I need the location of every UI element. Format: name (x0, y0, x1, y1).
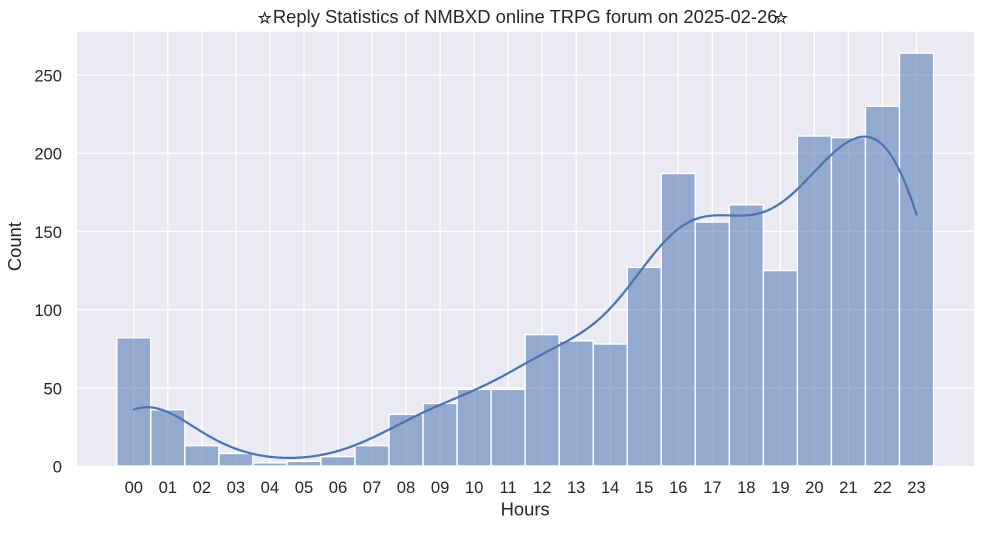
svg-text:17: 17 (703, 478, 721, 497)
svg-text:50: 50 (44, 379, 62, 398)
svg-text:150: 150 (34, 223, 62, 242)
svg-text:19: 19 (771, 478, 789, 497)
svg-text:15: 15 (635, 478, 653, 497)
svg-text:16: 16 (669, 478, 687, 497)
svg-text:03: 03 (227, 478, 245, 497)
svg-text:14: 14 (601, 478, 619, 497)
svg-text:01: 01 (159, 478, 177, 497)
svg-text:04: 04 (261, 478, 279, 497)
svg-text:23: 23 (907, 478, 925, 497)
svg-text:Hours: Hours (501, 499, 550, 520)
svg-text:Count: Count (4, 222, 25, 271)
svg-text:08: 08 (397, 478, 415, 497)
svg-text:Reply Statistics of NMBXD onli: Reply Statistics of NMBXD online TRPG fo… (273, 6, 778, 27)
svg-text:10: 10 (465, 478, 483, 497)
svg-text:05: 05 (295, 478, 313, 497)
svg-text:00: 00 (125, 478, 143, 497)
svg-text:13: 13 (567, 478, 585, 497)
svg-text:20: 20 (805, 478, 823, 497)
svg-text:06: 06 (329, 478, 347, 497)
svg-text:07: 07 (363, 478, 381, 497)
svg-text:200: 200 (34, 145, 62, 164)
svg-text:09: 09 (431, 478, 449, 497)
svg-text:12: 12 (533, 478, 551, 497)
svg-text:250: 250 (34, 67, 62, 86)
svg-text:100: 100 (34, 301, 62, 320)
svg-text:18: 18 (737, 478, 755, 497)
svg-text:11: 11 (499, 478, 516, 497)
svg-text:02: 02 (193, 478, 211, 497)
svg-text:0: 0 (53, 458, 62, 477)
svg-text:21: 21 (839, 478, 857, 497)
svg-text:22: 22 (873, 478, 891, 497)
